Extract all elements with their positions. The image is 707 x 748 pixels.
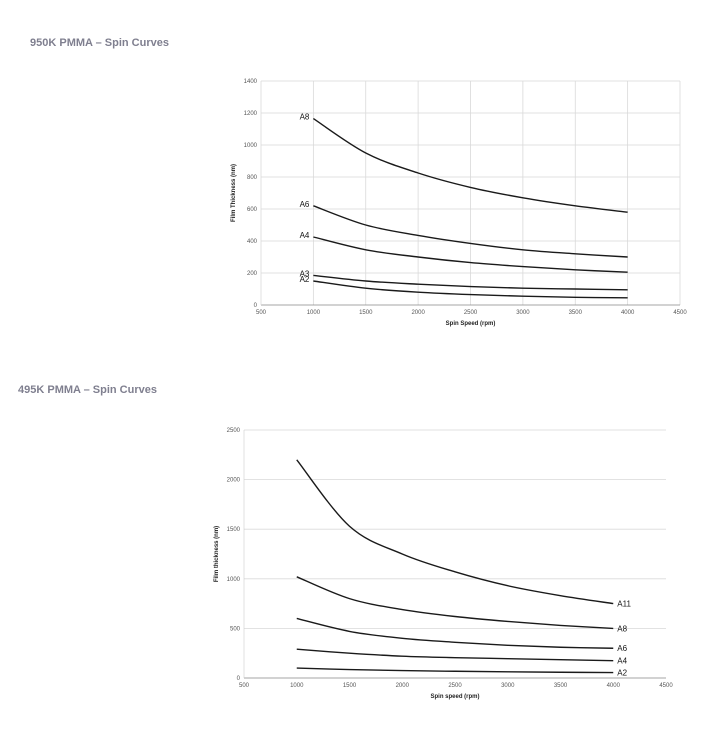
y-tick-label-495k: 500 bbox=[230, 626, 241, 632]
series-label-495k-a2: A2 bbox=[617, 669, 627, 678]
series-label-495k-a8: A8 bbox=[617, 624, 627, 633]
y-tick-label-950k: 1000 bbox=[244, 143, 258, 149]
x-axis-title-495k: Spin speed (rpm) bbox=[430, 694, 479, 700]
x-tick-label-950k: 2000 bbox=[411, 310, 425, 316]
x-tick-label-495k: 4000 bbox=[607, 683, 621, 689]
x-tick-label-495k: 2000 bbox=[396, 683, 410, 689]
y-tick-label-950k: 1400 bbox=[244, 79, 258, 85]
series-label-495k-a11: A11 bbox=[617, 600, 631, 609]
series-line-950k-a3 bbox=[313, 274, 628, 291]
x-tick-label-495k: 500 bbox=[239, 683, 250, 689]
y-tick-label-495k: 0 bbox=[237, 676, 241, 682]
section-heading-495k: 495K PMMA – Spin Curves bbox=[18, 384, 157, 396]
x-tick-label-495k: 3500 bbox=[554, 683, 568, 689]
series-line-950k-a6 bbox=[313, 205, 628, 258]
y-tick-label-950k: 0 bbox=[254, 303, 258, 309]
x-tick-label-950k: 1000 bbox=[307, 310, 321, 316]
y-tick-label-950k: 400 bbox=[247, 239, 258, 245]
x-tick-label-950k: 4000 bbox=[621, 310, 635, 316]
series-label-950k-a2: A2 bbox=[300, 275, 310, 284]
x-tick-label-495k: 2500 bbox=[448, 683, 462, 689]
x-tick-label-950k: 4500 bbox=[673, 310, 687, 316]
series-line-495k-a2 bbox=[296, 667, 614, 674]
series-line-950k-a8 bbox=[312, 118, 628, 213]
y-axis-title-950k: Film Thickness (nm) bbox=[231, 164, 237, 222]
series-label-950k-a4: A4 bbox=[300, 231, 310, 240]
series-line-950k-a2 bbox=[313, 280, 628, 299]
y-tick-label-495k: 2000 bbox=[227, 478, 241, 484]
y-tick-label-950k: 200 bbox=[247, 271, 258, 277]
y-tick-label-495k: 2500 bbox=[227, 428, 241, 434]
section-heading-950k: 950K PMMA – Spin Curves bbox=[30, 37, 169, 49]
series-line-495k-a11 bbox=[296, 459, 614, 605]
series-line-495k-a6 bbox=[296, 617, 614, 649]
x-tick-label-495k: 1000 bbox=[290, 683, 304, 689]
y-tick-label-495k: 1000 bbox=[227, 577, 241, 583]
y-tick-label-495k: 1500 bbox=[227, 527, 241, 533]
series-label-950k-a3: A3 bbox=[300, 269, 310, 278]
series-line-950k-a4 bbox=[313, 236, 628, 273]
y-tick-label-950k: 800 bbox=[247, 175, 258, 181]
series-line-495k-a8 bbox=[296, 576, 614, 630]
x-tick-label-950k: 3000 bbox=[516, 310, 530, 316]
x-tick-label-950k: 1500 bbox=[359, 310, 373, 316]
x-tick-label-495k: 4500 bbox=[659, 683, 673, 689]
series-label-950k-a6: A6 bbox=[300, 200, 310, 209]
y-axis-title-495k: Film thickness (nm) bbox=[214, 526, 220, 582]
x-axis-title-950k: Spin Speed (rpm) bbox=[446, 321, 496, 327]
series-label-495k-a6: A6 bbox=[617, 644, 627, 653]
x-tick-label-950k: 2500 bbox=[464, 310, 478, 316]
x-tick-label-495k: 3000 bbox=[501, 683, 515, 689]
series-line-495k-a4 bbox=[296, 648, 614, 662]
series-label-950k-a8: A8 bbox=[300, 113, 310, 122]
x-tick-label-495k: 1500 bbox=[343, 683, 357, 689]
x-tick-label-950k: 3500 bbox=[569, 310, 583, 316]
y-tick-label-950k: 600 bbox=[247, 207, 258, 213]
y-tick-label-950k: 1200 bbox=[244, 111, 258, 117]
x-tick-label-950k: 500 bbox=[256, 310, 267, 316]
series-label-495k-a4: A4 bbox=[617, 657, 627, 666]
